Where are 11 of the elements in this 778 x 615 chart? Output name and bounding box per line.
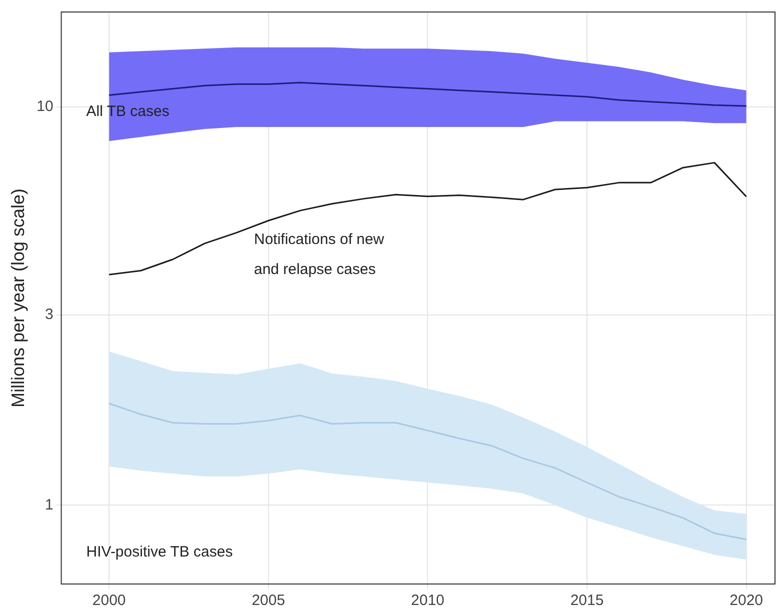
- x-tick-label: 2015: [570, 592, 604, 610]
- x-tick-label: 2020: [730, 592, 764, 610]
- x-tick-label: 2010: [411, 592, 444, 610]
- y-axis-title: Millions per year (log scale): [8, 188, 28, 408]
- x-tick-label: 2000: [92, 592, 126, 610]
- x-tick-label: 2005: [252, 592, 286, 610]
- y-tick-label: 1: [44, 496, 54, 514]
- y-tick-label: 10: [36, 98, 54, 115]
- annotation: Notifications of new and relapse cases: [254, 231, 384, 278]
- annotation: HIV-positive TB cases: [86, 544, 233, 561]
- y-tick-label: 3: [44, 306, 54, 324]
